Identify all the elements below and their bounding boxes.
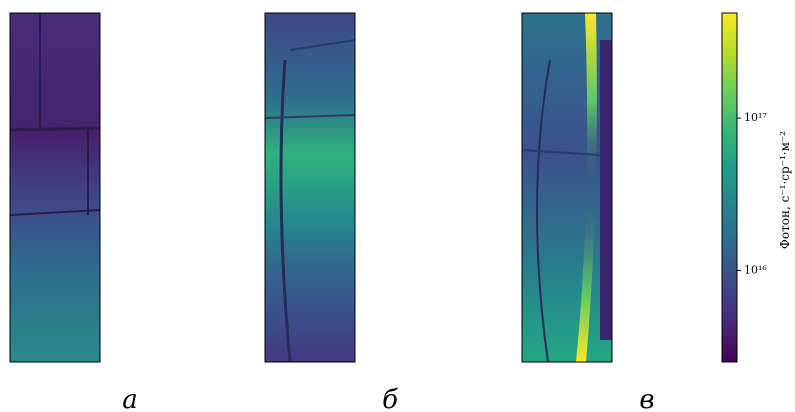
colorbar: 10¹⁶ 10¹⁷ [721, 12, 767, 363]
tick-label: 10¹⁶ [744, 263, 767, 276]
colorbar-label: Фотон, с⁻¹·ср⁻¹·м⁻² [778, 131, 792, 249]
panel-label: а [122, 385, 138, 412]
image-panel [521, 12, 613, 363]
panel-label: б [382, 385, 398, 412]
tick-label: 10¹⁷ [744, 111, 767, 124]
image-panel [9, 12, 101, 363]
image-panel [264, 12, 356, 363]
colorbar-scale [721, 12, 738, 363]
panel-label: в [639, 385, 654, 412]
